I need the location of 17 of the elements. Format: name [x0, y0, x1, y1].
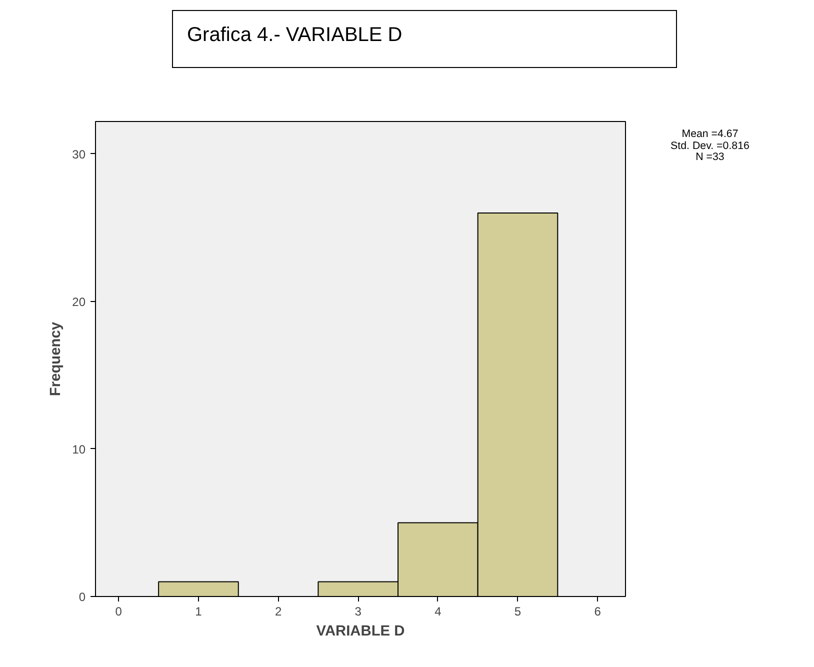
- x-tick-label: 5: [514, 604, 522, 618]
- x-tick-label: 2: [274, 604, 282, 618]
- y-tick-label: 10: [72, 442, 86, 456]
- y-axis-title: Frequency: [48, 321, 64, 396]
- y-tick-label: 0: [78, 590, 86, 604]
- chart-title: Grafica 4.- VARIABLE D: [187, 23, 402, 48]
- x-tick-label: 0: [115, 604, 122, 618]
- y-tick-label: 30: [72, 147, 86, 162]
- x-tick-label: 4: [434, 604, 442, 618]
- x-tick-label: 6: [594, 604, 602, 618]
- text: Mean =4.67: [682, 128, 738, 140]
- x-tick-label: 3: [354, 604, 362, 618]
- x-tick-label: 1: [195, 604, 202, 618]
- y-tick-label: 20: [72, 294, 86, 309]
- text: Std. Dev. =0.816: [670, 140, 750, 152]
- text: N =33: [696, 151, 724, 164]
- x-axis-title: VARIABLE D: [316, 624, 405, 640]
